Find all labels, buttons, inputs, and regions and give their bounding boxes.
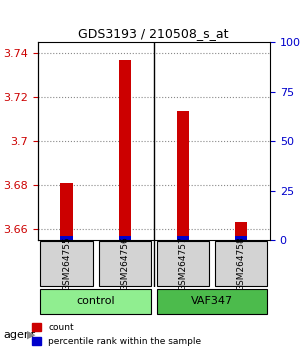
Bar [61, 236, 73, 240]
Text: ▶: ▶ [27, 330, 35, 339]
FancyBboxPatch shape [157, 241, 209, 286]
Bar [118, 236, 131, 240]
FancyBboxPatch shape [98, 241, 151, 286]
Text: agent: agent [3, 330, 35, 339]
Text: GSM264757: GSM264757 [178, 236, 187, 291]
Legend: count, percentile rank within the sample: count, percentile rank within the sample [28, 320, 205, 349]
Text: GSM264755: GSM264755 [62, 236, 71, 291]
FancyBboxPatch shape [40, 289, 151, 314]
Title: GDS3193 / 210508_s_at: GDS3193 / 210508_s_at [79, 27, 229, 40]
FancyBboxPatch shape [215, 241, 267, 286]
Text: GSM264758: GSM264758 [236, 236, 245, 291]
Text: control: control [76, 296, 115, 306]
Text: GSM264756: GSM264756 [120, 236, 129, 291]
Bar [177, 110, 189, 240]
Bar [177, 236, 189, 240]
Bar [235, 222, 247, 240]
Bar [235, 236, 247, 240]
FancyBboxPatch shape [157, 289, 267, 314]
FancyBboxPatch shape [40, 241, 93, 286]
Text: VAF347: VAF347 [191, 296, 233, 306]
Bar [118, 60, 131, 240]
Bar [61, 183, 73, 240]
